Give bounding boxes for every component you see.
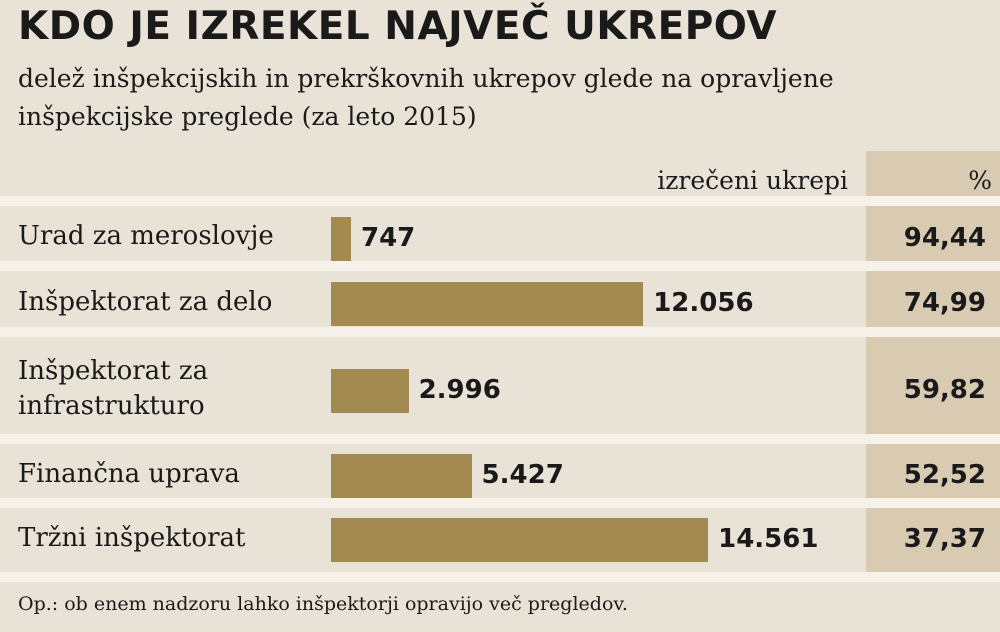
bar-value-label: 5.427 (481, 460, 564, 490)
category-label: Inšpektorat za delo (18, 286, 273, 317)
row-separator (0, 196, 1000, 206)
bar (331, 454, 472, 498)
chart-subtitle: delež inšpekcijskih in prekrškovnih ukre… (18, 64, 834, 131)
category-label: Finančna uprava (18, 458, 240, 489)
percent-column-header: % (968, 166, 992, 195)
bar (331, 282, 644, 326)
row-separator (0, 261, 1000, 271)
measures-column-header: izrečeni ukrepi (657, 166, 848, 195)
bar-value-label: 14.561 (718, 524, 819, 554)
bar (331, 216, 351, 261)
footnote: Op.: ob enem nadzoru lahko inšpektorji o… (18, 593, 628, 615)
chart-title: KDO JE IZREKEL NAJVEČ UKREPOV (18, 4, 778, 49)
category-label: Inšpektorat za infrastrukturo (18, 355, 209, 421)
bar-value-label: 747 (361, 222, 416, 253)
bar-value-label: 2.996 (418, 374, 501, 405)
bar (331, 368, 409, 413)
percent-value-label: 52,52 (903, 460, 986, 490)
row-separator (0, 327, 1000, 337)
row-separator (0, 572, 1000, 582)
bar-value-label: 12.056 (653, 288, 754, 318)
category-label: Urad za meroslovje (18, 221, 274, 251)
row-separator (0, 434, 1000, 444)
percent-value-label: 59,82 (903, 374, 986, 405)
category-label: Tržni inšpektorat (18, 522, 246, 553)
percent-value-label: 74,99 (903, 288, 986, 318)
percent-value-label: 37,37 (903, 524, 986, 554)
row-separator (0, 498, 1000, 508)
percent-value-label: 94,44 (903, 222, 986, 253)
percent-column-background (866, 151, 1000, 572)
bar (331, 518, 709, 562)
